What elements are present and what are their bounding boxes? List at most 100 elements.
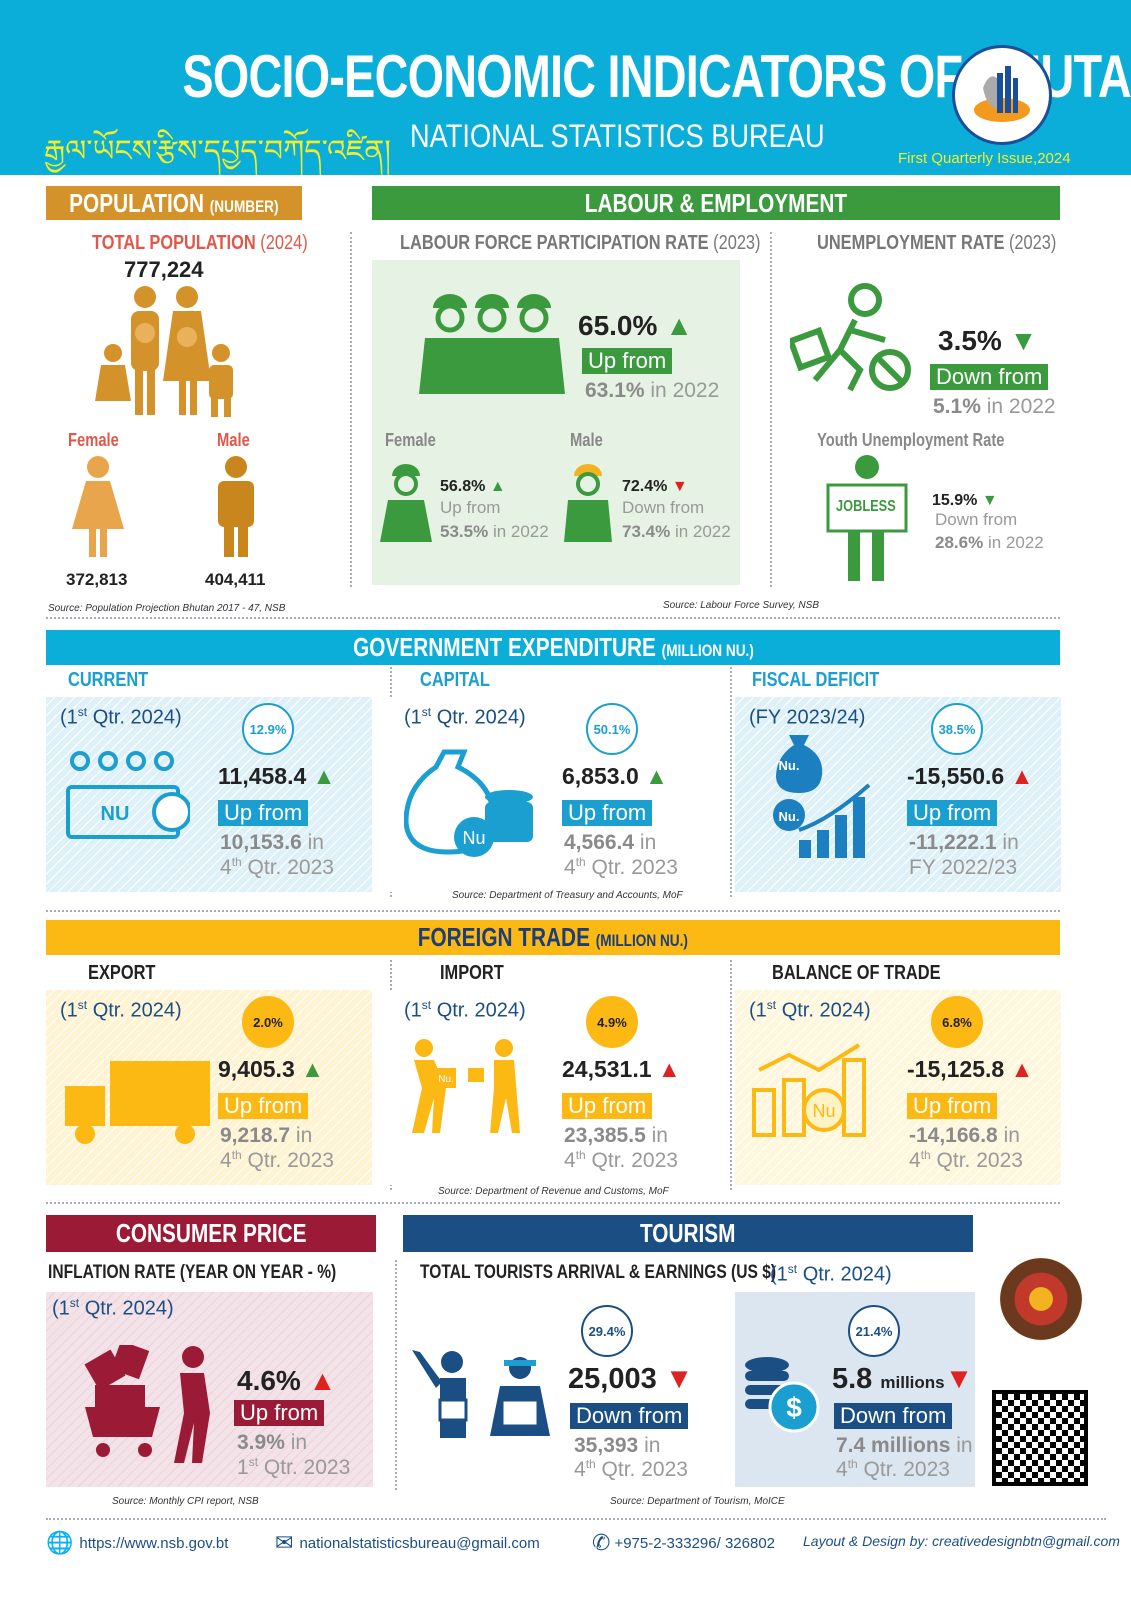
shopping-cart-icon [75, 1340, 225, 1470]
female-population: 372,813 [66, 570, 128, 589]
jobless-icon: JOBLESS [826, 455, 908, 583]
male-worker-icon [562, 460, 614, 547]
website-link[interactable]: 🌐 https://www.nsb.gov.bt [46, 1530, 229, 1555]
lfpr-male-label: Male [570, 430, 603, 450]
trade-value: 24,531.1 ▲ [562, 1056, 681, 1082]
inflation-prev: 3.9% in [237, 1431, 308, 1454]
inflation-prev-period: 1st Qtr. 2023 [237, 1455, 351, 1479]
gov-period: (1st Qtr. 2024) [60, 705, 182, 729]
trade-prev: 23,385.5 in [564, 1124, 668, 1147]
gov-value: 11,458.4 ▲ [218, 763, 336, 789]
earnings-prev-period: 4th Qtr. 2023 [836, 1457, 950, 1481]
earnings-tag: Down from [834, 1403, 953, 1429]
trade-prev: 9,218.7 in [220, 1124, 313, 1147]
tourism-period: (1st Qtr. 2024) [770, 1262, 892, 1286]
female-worker-icon [380, 460, 432, 547]
trade-change-badge: 6.8% [931, 996, 983, 1048]
jobless-sign-text: JOBLESS [836, 498, 896, 515]
labour-source: Source: Labour Force Survey, NSB [663, 600, 819, 611]
youth-unemployment-title: Youth Unemployment Rate [817, 430, 1005, 450]
trade-period: (1st Qtr. 2024) [749, 998, 871, 1022]
cpi-source: Source: Monthly CPI report, NSB [112, 1496, 259, 1507]
foreign-trade-header: FOREIGN TRADE (MILLION NU.) [46, 920, 1060, 955]
unemployment-tag: Down from [930, 364, 1049, 390]
gov-panel [390, 697, 720, 892]
qr-code[interactable] [992, 1390, 1088, 1486]
female-icon [70, 455, 126, 565]
envelope-icon: ✉ [275, 1530, 294, 1555]
male-population: 404,411 [205, 570, 266, 589]
gov-tag: Up from [562, 800, 653, 826]
trade-value: 9,405.3 ▲ [218, 1056, 324, 1082]
trade-prev-period: 4th Qtr. 2023 [564, 1148, 678, 1172]
svg-text:NU: NU [101, 803, 130, 825]
total-population-value: 777,224 [124, 257, 204, 282]
money-icon: $ [742, 1355, 822, 1440]
female-label: Female [68, 430, 119, 450]
lfpr-female-label: Female [385, 430, 436, 450]
running-worker-icon [786, 280, 915, 400]
gov-panel [46, 697, 372, 892]
total-population-label: TOTAL POPULATION (2024) [92, 232, 308, 254]
gov-prev-period: FY 2022/23 [909, 856, 1018, 879]
trade-label: IMPORT [440, 962, 504, 984]
tourists-icon [410, 1350, 560, 1445]
male-label: Male [217, 430, 250, 450]
trade-source: Source: Department of Revenue and Custom… [438, 1186, 669, 1197]
svg-text:Nu: Nu [812, 1101, 835, 1121]
gov-tag: Up from [907, 800, 998, 826]
trade-prev-period: 4th Qtr. 2023 [220, 1148, 334, 1172]
earnings-value: 5.8 millions▼ [832, 1363, 974, 1395]
trade-prev-period: 4th Qtr. 2023 [909, 1148, 1023, 1172]
lfpr-male-tag: Down from [622, 498, 705, 517]
gov-icon-0: NU [60, 747, 192, 852]
gov-prev-period: 4th Qtr. 2023 [564, 855, 678, 879]
lfpr-value: 65.0% ▲ [578, 310, 693, 341]
gov-period: (1st Qtr. 2024) [404, 705, 526, 729]
gov-label: CAPITAL [420, 669, 490, 691]
gov-label: FISCAL DEFICIT [752, 669, 880, 691]
youth-unemployment-prev: 28.6% in 2022 [935, 533, 1044, 552]
consumer-price-header: CONSUMER PRICE [46, 1215, 376, 1252]
gov-prev: 4,566.4 in [564, 831, 657, 854]
org-name: NATIONAL STATISTICS BUREAU [410, 118, 825, 154]
phone-number: ✆ +975-2-333296/ 326802 [592, 1530, 775, 1555]
gov-icon-1: Nu [403, 747, 534, 862]
arrivals-prev: 35,393 in [574, 1434, 661, 1457]
dzongkha-org-name: རྒྱལ་ཡོངས་རྩིས་དཔྱད་བཀོད་འཛིན། [44, 134, 391, 169]
issue-label: First Quarterly Issue,2024 [898, 150, 1071, 167]
trade-label: BALANCE OF TRADE [772, 962, 941, 984]
divider [730, 667, 732, 897]
nsb-logo [952, 45, 1052, 145]
gov-value: 6,853.0 ▲ [562, 763, 668, 789]
unemployment-title: UNEMPLOYMENT RATE (2023) [817, 232, 1057, 254]
trade-change-badge: 2.0% [242, 996, 294, 1048]
svg-text:Nu: Nu [462, 828, 485, 848]
divider [46, 1518, 1106, 1520]
population-source: Source: Population Projection Bhutan 201… [48, 603, 286, 614]
trade-tag: Up from [562, 1093, 653, 1119]
design-credit: Layout & Design by: creativedesignbtn@gm… [803, 1533, 1120, 1549]
svg-text:$: $ [786, 1392, 802, 1423]
youth-unemployment-tag: Down from [935, 510, 1018, 529]
gov-label: CURRENT [68, 669, 149, 691]
unemployment-value: 3.5% ▼ [938, 325, 1038, 356]
gov-tag: Up from [218, 800, 309, 826]
family-icon [95, 285, 240, 425]
divider [46, 1202, 1060, 1204]
lfpr-male-prev: 73.4% in 2022 [622, 522, 731, 541]
arrivals-value: 25,003 ▼ [568, 1363, 694, 1395]
email-link[interactable]: ✉ nationalstatisticsbureau@gmail.com [275, 1530, 540, 1555]
gov-icon-2: Nu. Nu. [749, 735, 879, 870]
trade-icon-1: Nu. [404, 1039, 544, 1143]
globe-icon: 🌐 [46, 1530, 74, 1555]
header-banner [0, 0, 1131, 175]
gov-period: (FY 2023/24) [749, 706, 866, 729]
tourism-subtitle: TOTAL TOURISTS ARRIVAL & EARNINGS (US $) [420, 1262, 777, 1283]
trade-tag: Up from [907, 1093, 998, 1119]
trade-prev: -14,166.8 in [909, 1124, 1020, 1147]
tourism-source: Source: Department of Tourism, MoICE [610, 1496, 785, 1507]
gov-panel [735, 697, 1061, 892]
earnings-change-badge: 21.4% [848, 1305, 900, 1357]
divider [46, 617, 1060, 619]
